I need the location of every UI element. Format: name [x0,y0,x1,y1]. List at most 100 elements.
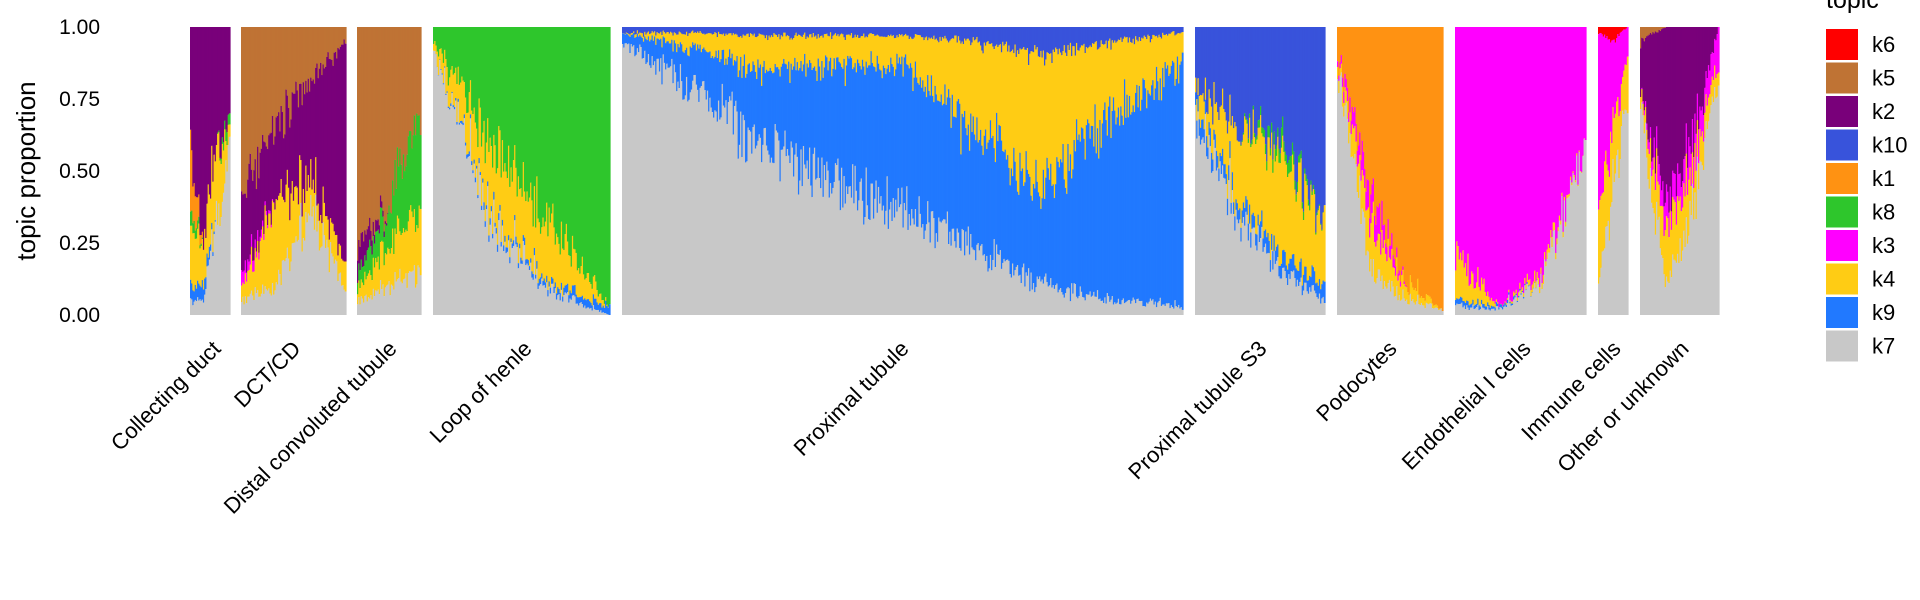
bar-segment-k7 [322,222,325,315]
bar-segment-k9 [848,58,851,187]
bar-segment-k9 [1321,284,1324,299]
bar-segment-k4 [1298,162,1300,271]
bar-segment-k4 [681,33,683,45]
bar-segment-k4 [1489,300,1492,308]
bar-segment-k10 [769,27,772,38]
bar-segment-k7 [1357,197,1360,315]
bar-segment-k8 [467,27,470,113]
bar-segment-k4 [523,191,526,238]
bar-segment-k10 [768,27,771,36]
bar-segment-k9 [1253,216,1256,228]
bar-segment-k4 [1598,209,1600,284]
bar-segment-k4 [467,112,470,154]
bar-segment-k4 [484,163,487,222]
bar-segment-k3 [1469,27,1472,285]
bar-segment-k8 [515,27,518,168]
bar-segment-k7 [626,44,629,315]
bar-segment-k7 [384,287,387,315]
bar-segment-k4 [1658,184,1661,217]
bar-segment-k9 [719,62,722,120]
bar-segment-k4 [220,164,223,217]
bar-segment-k7 [805,168,808,315]
bar-segment-k4 [263,239,266,294]
bar-segment-k8 [591,27,594,289]
bar-segment-k7 [413,265,416,315]
bar-segment-k3 [1390,245,1392,260]
bar-segment-k4 [436,51,439,67]
bar-segment-k7 [961,228,964,315]
bar-segment-k7 [1127,300,1130,315]
bar-segment-k9 [1288,263,1291,275]
bar-segment-k2 [372,221,375,237]
bar-segment-k4 [455,67,457,98]
bar-segment-k9 [1101,123,1104,301]
bar-segment-k5 [367,27,370,227]
bar-segment-k5 [408,27,411,132]
bar-segment-k9 [541,273,543,279]
bar-segment-k8 [510,27,513,168]
bar-segment-k9 [1202,119,1205,138]
bar-segment-k8 [559,27,562,255]
bar-segment-k10 [879,27,881,37]
bar-segment-k7 [1068,288,1071,315]
bar-segment-k8 [451,27,454,67]
bar-segment-k8 [537,27,540,219]
bar-segment-k7 [192,305,195,315]
bar-segment-k7 [493,199,496,315]
bar-segment-k10 [1175,27,1178,35]
bar-segment-k8 [398,166,400,219]
bar-segment-k7 [640,47,643,316]
bar-segment-k9 [515,236,518,245]
bar-segment-k10 [698,27,701,33]
bar-segment-k7 [624,43,627,315]
bar-segment-k9 [831,76,833,194]
bar-segment-k7 [1402,289,1405,315]
bar-segment-k4 [1218,120,1221,169]
bar-segment-k7 [709,97,712,315]
bar-segment-k7 [227,144,230,315]
bar-segment-k4 [1532,281,1535,288]
bar-segment-k4 [977,42,980,143]
bar-segment-k9 [802,64,805,147]
bar-segment-k10 [836,27,838,36]
bar-segment-k10 [815,27,817,36]
bar-segment-k2 [370,230,373,247]
bar-segment-k7 [1380,281,1382,315]
bar-segment-k10 [754,27,757,38]
bar-segment-k4 [255,257,258,294]
bar-segment-k9 [562,296,564,302]
bar-segment-k7 [1483,308,1486,315]
bar-segment-k9 [1155,66,1158,308]
bar-segment-k4 [547,236,550,291]
bar-segment-k9 [1137,107,1140,299]
bar-segment-k7 [528,270,531,315]
bar-segment-k8 [562,27,564,249]
bar-segment-k4 [628,33,630,36]
bar-segment-k4 [804,32,806,54]
bar-segment-k7 [780,149,783,315]
bar-segment-k9 [769,67,772,163]
bar-segment-k5 [333,27,336,53]
bar-segment-k4 [1228,121,1230,166]
bar-segment-k9 [762,66,765,145]
bar-segment-k9 [1093,146,1096,292]
bar-segment-k8 [1293,151,1295,165]
bar-segment-k4 [1212,124,1214,160]
bar-segment-k10 [791,27,794,40]
bar-segment-k3 [273,202,275,204]
bar-segment-k10 [950,27,953,40]
bar-segment-k10 [1132,27,1135,39]
bar-segment-k10 [772,27,774,37]
bar-segment-k7 [1514,297,1517,315]
bar-segment-k7 [1399,300,1402,315]
bar-segment-k7 [1023,263,1025,315]
bar-segment-k7 [492,238,494,315]
bar-segment-k3 [1616,38,1618,102]
bar-segment-k9 [1035,159,1038,288]
bar-segment-k9 [1117,107,1120,299]
bar-segment-k4 [829,32,832,58]
bar-segment-k7 [1157,302,1159,315]
bar-segment-k3 [1353,112,1355,129]
bar-segment-k10 [1024,27,1027,50]
bar-segment-k10 [1224,27,1227,113]
